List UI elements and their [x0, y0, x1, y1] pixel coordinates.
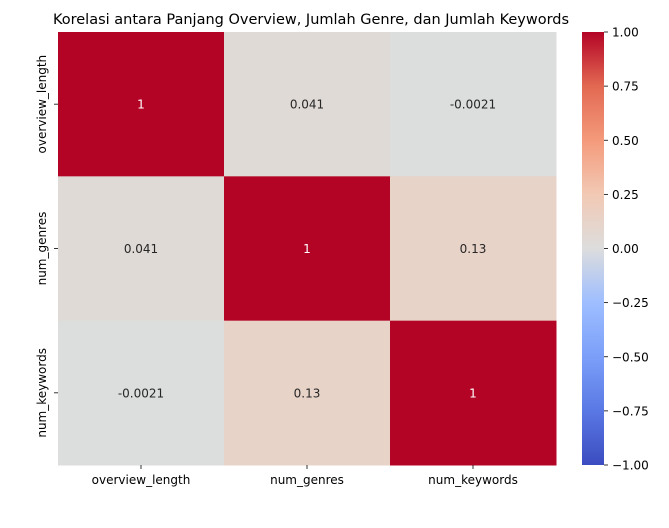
- heatmap-cells: [58, 32, 557, 466]
- colorbar: [582, 32, 604, 465]
- y-tick-label-1: num_genres: [35, 212, 49, 286]
- colorbar-tick-label-5: −0.25: [612, 296, 649, 310]
- colorbar-tick-label-4: 0.00: [612, 242, 639, 256]
- colorbar-tick-label-0: 1.00: [612, 26, 639, 40]
- heatmap-cell-r2-c0: [58, 320, 225, 466]
- x-tick-label-1: num_genres: [270, 473, 344, 487]
- heatmap-cell-r0-c0: [58, 32, 225, 177]
- colorbar-ticks: 1.00 0.75 0.50 0.25 0.00 −0.25 −0.50 −0.75 −1.00: [604, 26, 649, 473]
- cell-annotation-r0-c0: 1: [137, 98, 145, 112]
- cell-annotation-r2-c0: -0.0021: [118, 386, 164, 400]
- y-tick-label-2: num_keywords: [35, 348, 49, 438]
- y-axis-ticks: overview_length num_genres num_keywords: [35, 55, 58, 438]
- heatmap-cell-r1-c2: [390, 176, 557, 322]
- cell-annotation-r0-c1: 0.041: [290, 98, 324, 112]
- colorbar-tick-label-6: −0.50: [612, 350, 649, 364]
- cell-annotation-r2-c1: 0.13: [294, 386, 321, 400]
- colorbar-tick-label-3: 0.25: [612, 188, 639, 202]
- colorbar-tick-label-8: −1.00: [612, 459, 649, 473]
- cell-annotation-r1-c1: 1: [303, 242, 311, 256]
- cell-annotation-r0-c2: -0.0021: [450, 98, 496, 112]
- x-axis-ticks: overview_length num_genres num_keywords: [92, 465, 518, 487]
- colorbar-tick-label-7: −0.75: [612, 404, 649, 418]
- colorbar-tick-label-1: 0.75: [612, 80, 639, 94]
- cell-annotation-r1-c0: 0.041: [124, 242, 158, 256]
- chart-title: Korelasi antara Panjang Overview, Jumlah…: [53, 12, 569, 28]
- x-tick-label-0: overview_length: [92, 473, 191, 487]
- x-tick-label-2: num_keywords: [428, 473, 518, 487]
- heatmap-annotations: 1 0.041 -0.0021 0.041 1 0.13 -0.0021 0.13 1: [118, 98, 496, 401]
- y-tick-label-0: overview_length: [35, 55, 49, 154]
- cell-annotation-r2-c2: 1: [469, 386, 477, 400]
- heatmap-cell-r0-c2: [390, 32, 557, 177]
- heatmap-cell-r1-c1: [224, 176, 391, 322]
- heatmap-cell-r1-c0: [58, 176, 225, 322]
- heatmap-cell-r2-c2: [390, 320, 557, 466]
- cell-annotation-r1-c2: 0.13: [460, 242, 487, 256]
- heatmap-cell-r0-c1: [224, 32, 391, 177]
- heatmap-cell-r2-c1: [224, 320, 391, 466]
- colorbar-tick-label-2: 0.50: [612, 134, 639, 148]
